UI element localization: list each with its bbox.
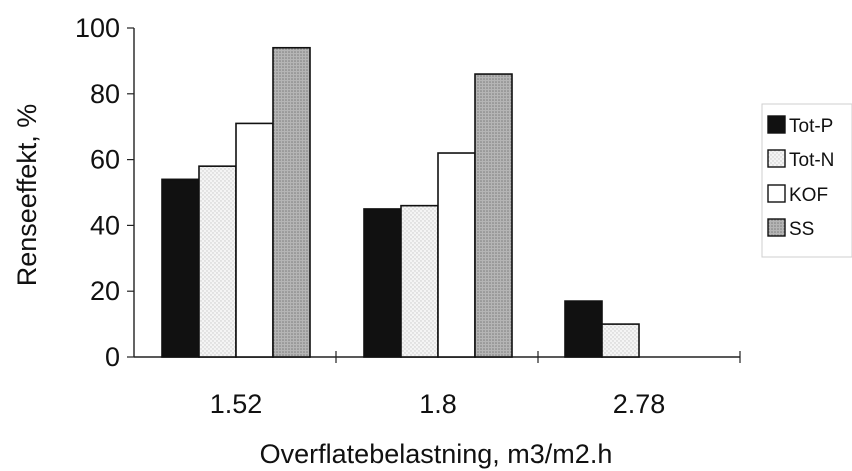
y-tick-label: 40 [90,210,120,240]
legend: Tot-P Tot-N KOF SS [761,103,852,258]
legend-label: Tot-N [789,150,834,171]
legend-swatch-tot-p [767,115,786,134]
legend-label: KOF [789,185,828,206]
bar-tot-p-1.8 [363,208,402,358]
bar-kof-1.8 [437,152,476,358]
y-tick-label: 80 [90,79,120,109]
bar-ss-1.52 [272,46,311,358]
y-tick-label: 20 [90,276,120,306]
x-tick-label: 2.78 [613,389,666,419]
y-axis: 0 20 40 60 80 100 [75,13,135,372]
bar-kof-1.52 [235,122,274,358]
bar-tot-n-1.52 [198,165,237,358]
legend-label: Tot-P [789,116,833,137]
y-tick-label: 60 [90,145,120,175]
y-tick-label: 100 [75,13,120,43]
bar-tot-p-2.78 [564,300,603,358]
x-axis: 1.52 1.8 2.78 [134,351,741,419]
bar-tot-p-1.52 [161,178,200,358]
x-tick-label: 1.8 [419,389,457,419]
legend-swatch-kof [767,184,786,203]
legend-swatch-ss [767,218,786,237]
x-axis-title: Overflatebelastning, m3/m2.h [260,439,613,469]
bar-tot-n-2.78 [601,323,640,358]
legend-label: SS [789,219,814,240]
bars [161,46,640,358]
bar-ss-1.8 [474,73,513,358]
y-axis-title: Renseeffekt, % [12,104,42,287]
x-tick-label: 1.52 [210,389,263,419]
legend-frame [761,103,852,258]
legend-swatch-tot-n [767,149,786,168]
bar-tot-n-1.8 [400,204,439,358]
y-tick-label: 0 [105,342,120,372]
